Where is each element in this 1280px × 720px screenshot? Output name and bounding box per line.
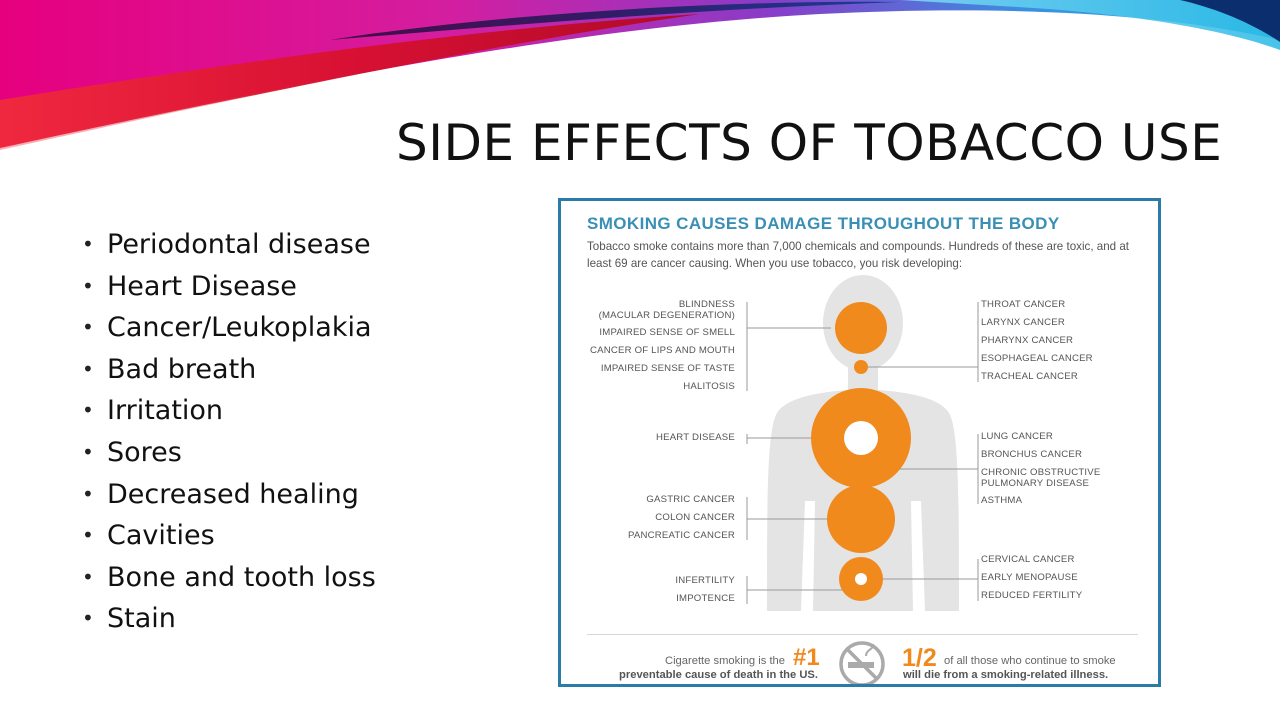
list-item: Bone and tooth loss <box>82 557 376 599</box>
label-bronchus-cancer: BRONCHUS CANCER <box>981 449 1083 460</box>
label-copd-line2: PULMONARY DISEASE <box>981 478 1090 489</box>
label-halitosis: HALITOSIS <box>683 381 735 392</box>
label-macular-degeneration: (MACULAR DEGENERATION) <box>598 310 735 321</box>
smoking-damage-infographic: SMOKING CAUSES DAMAGE THROUGHOUT THE BOD… <box>558 198 1161 687</box>
list-item: Irritation <box>82 390 376 432</box>
label-taste: IMPAIRED SENSE OF TASTE <box>600 363 735 374</box>
label-pancreatic-cancer: PANCREATIC CANCER <box>628 530 735 541</box>
throat-marker <box>854 360 868 374</box>
list-item: Cancer/Leukoplakia <box>82 307 376 349</box>
label-cervical-cancer: CERVICAL CANCER <box>981 554 1075 565</box>
head-marker <box>835 302 887 354</box>
label-heart-disease: HEART DISEASE <box>655 432 735 443</box>
slide-title: SIDE EFFECTS OF TOBACCO USE <box>396 114 1223 172</box>
header-swoosh-decoration <box>0 0 1280 152</box>
footer-fraction: 1/2 <box>902 644 937 672</box>
footer-divider <box>587 634 1138 635</box>
label-pharynx-cancer: PHARYNX CANCER <box>981 335 1074 346</box>
connector-lines <box>746 302 979 604</box>
label-impotence: IMPOTENCE <box>676 593 735 604</box>
list-item: Cavities <box>82 515 376 557</box>
label-infertility: INFERTILITY <box>675 575 735 586</box>
label-lung-cancer: LUNG CANCER <box>981 431 1054 442</box>
label-tracheal-cancer: TRACHEAL CANCER <box>981 371 1078 382</box>
list-item: Periodontal disease <box>82 224 376 266</box>
label-asthma: ASTHMA <box>981 495 1023 506</box>
footer-left-line1: Cigarette smoking is the <box>664 655 785 667</box>
footer-right-line1: of all those who continue to smoke <box>944 655 1116 667</box>
label-gastric-cancer: GASTRIC CANCER <box>646 494 735 505</box>
infographic-title: SMOKING CAUSES DAMAGE THROUGHOUT THE BOD… <box>587 214 1060 233</box>
infographic-subtitle: Tobacco smoke contains more than 7,000 c… <box>587 240 1129 270</box>
body-diagram <box>746 275 979 684</box>
list-item: Sores <box>82 432 376 474</box>
list-item: Bad breath <box>82 349 376 391</box>
label-smell: IMPAIRED SENSE OF SMELL <box>599 327 735 338</box>
organ-markers <box>811 302 911 601</box>
footer-right-line2: will die from a smoking-related illness. <box>903 669 1109 681</box>
label-throat-cancer: THROAT CANCER <box>981 299 1066 310</box>
side-effects-list: Periodontal disease Heart Disease Cancer… <box>82 224 376 640</box>
label-copd-line1: CHRONIC OBSTRUCTIVE <box>981 467 1101 478</box>
list-item: Decreased healing <box>82 474 376 516</box>
label-colon-cancer: COLON CANCER <box>655 512 735 523</box>
list-item: Stain <box>82 598 376 640</box>
label-larynx-cancer: LARYNX CANCER <box>981 317 1065 328</box>
no-smoking-icon <box>839 641 885 684</box>
label-lips-mouth: CANCER OF LIPS AND MOUTH <box>590 345 735 356</box>
footer-left-line2: preventable cause of death in the US. <box>619 669 818 681</box>
label-blindness: BLINDNESS <box>678 299 735 310</box>
list-item: Heart Disease <box>82 266 376 308</box>
footer-rank: #1 <box>793 644 820 671</box>
label-early-menopause: EARLY MENOPAUSE <box>981 572 1078 583</box>
label-esophageal-cancer: ESOPHAGEAL CANCER <box>981 353 1093 364</box>
label-reduced-fertility: REDUCED FERTILITY <box>981 590 1083 601</box>
abdomen-marker <box>827 485 895 553</box>
